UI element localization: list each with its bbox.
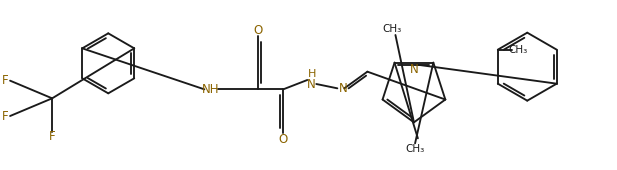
Text: NH: NH (202, 83, 219, 96)
Text: CH₃: CH₃ (508, 45, 528, 55)
Text: N: N (307, 78, 316, 90)
Text: F: F (2, 109, 9, 123)
Text: N: N (410, 63, 418, 76)
Text: O: O (279, 133, 288, 146)
Text: N: N (339, 82, 348, 95)
Text: F: F (49, 130, 56, 143)
Text: F: F (2, 74, 9, 87)
Text: H: H (308, 69, 317, 79)
Text: O: O (254, 23, 263, 37)
Text: CH₃: CH₃ (405, 144, 424, 154)
Text: CH₃: CH₃ (383, 24, 402, 34)
